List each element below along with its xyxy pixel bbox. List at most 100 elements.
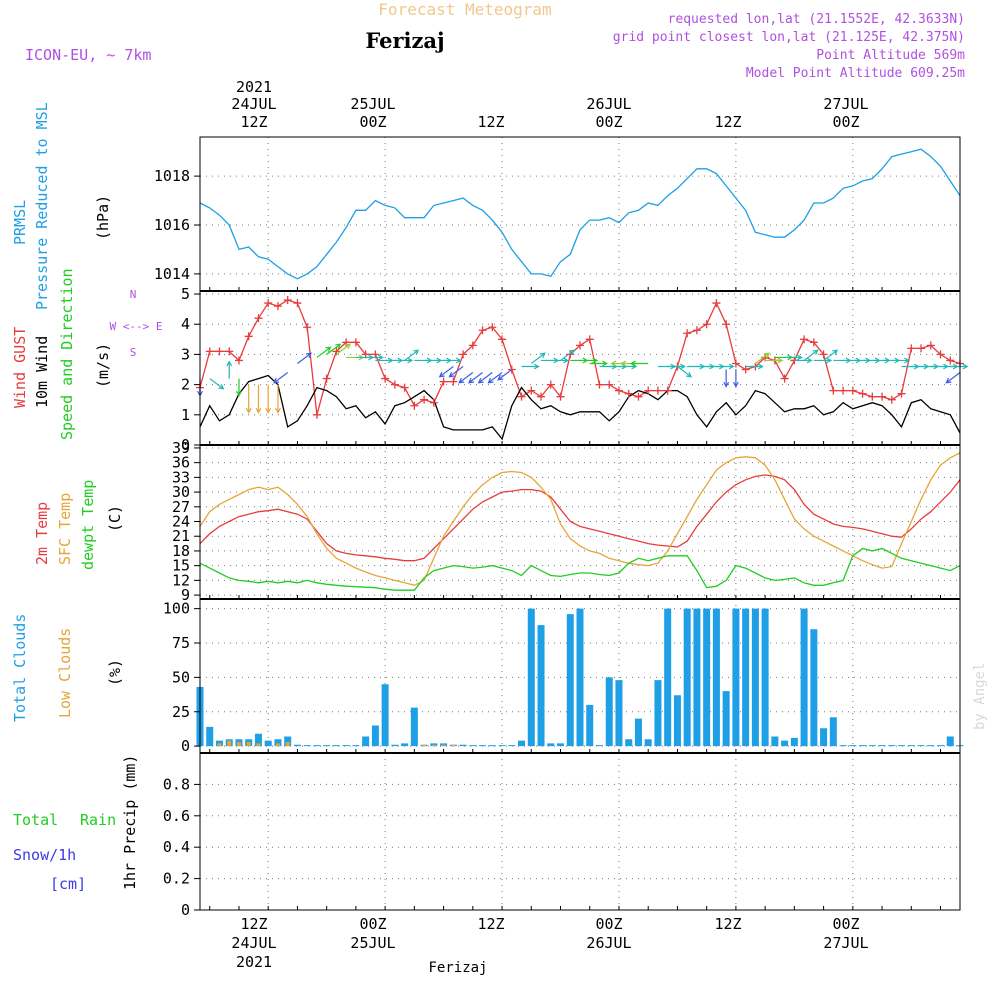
low-cloud-bar [275,743,280,747]
cloud-bar [868,745,876,747]
cloud-bar [323,745,331,747]
precip-ylabel: 1hr Precip (mm) [121,755,139,890]
top-label-day: 24JUL [231,95,276,113]
gust-marker [605,380,614,389]
cloud-bar [742,608,750,747]
requested-coords: requested lon,lat (21.1552E, 42.3633N) [668,12,965,27]
cloud-bar [810,629,818,747]
cloud-bar [303,745,311,747]
wind-label-gust: Wind GUST [11,327,29,408]
gust-marker [663,386,672,395]
cloud-bar [274,739,282,747]
cloud-bar [615,680,623,747]
cloud-bar [849,745,857,747]
y-tick-label: 1014 [154,265,190,283]
2m-temp-line [199,474,961,562]
pressure-label-prmsl: PRMSL [11,200,29,245]
y-tick-label: 2 [181,376,190,394]
cloud-bar [927,745,935,747]
cloud-bar [557,743,565,747]
cloud-bar [566,614,574,747]
y-tick-label: 1016 [154,216,190,234]
credit-watermark: by Angel [972,663,988,730]
wind-vector [550,357,570,364]
gust-marker [507,365,516,374]
cloud-panel-labels: Total Clouds Low Clouds (%) [11,614,124,722]
wind-vector [891,357,911,364]
wind-vector [794,357,813,364]
wind-vector [297,352,313,364]
cloud-bar [946,736,954,747]
cloud-bar [401,743,409,747]
gust-marker [322,374,331,383]
low-cloud-bar [441,744,446,747]
gust-marker [225,347,234,356]
bottom-label-day: 26JUL [586,934,631,952]
sfc-temp-line [199,452,961,586]
low-cloud-bar [246,742,251,747]
wind-vector [732,369,739,388]
gust-marker [614,386,623,395]
compass-we: W <--> E [110,320,163,333]
cloud-ylabel: (%) [106,659,124,686]
wind-vector [458,372,474,384]
pressure-panel-frame [199,136,961,292]
cloud-bar [459,744,467,747]
gust-marker [498,335,507,344]
y-tick-label: 0.4 [163,838,190,856]
grid-point-coords: grid point closest lon,lat (21.125E, 42.… [613,30,965,45]
cloud-bar [284,736,292,747]
gust-marker [517,392,526,401]
cloud-bar [878,745,886,747]
y-tick-label: 1 [181,406,190,424]
cloud-bar [537,625,545,747]
point-altitude: Point Altitude 569m [816,48,965,63]
wind-vector [236,378,242,397]
gust-marker [429,398,438,407]
cloud-bar [332,745,340,747]
wind-vector [467,372,483,384]
cloud-bar [732,608,740,747]
top-label-hour: 12Z [714,113,741,131]
gust-marker [858,389,867,398]
low-cloud-bar [431,744,436,747]
y-tick-label: 0 [181,436,190,454]
gust-marker [381,374,390,383]
cloud-bar [625,739,633,747]
cloud-bar [313,745,321,747]
wind-vector [629,360,649,367]
gust-marker [312,410,321,419]
pressure-ylabel: (hPa) [94,195,112,240]
cloud-bar [790,737,798,747]
grid-layer [200,137,960,911]
y-tick-label: 100 [163,600,190,618]
wind-vector [448,366,464,378]
cloud-bar [469,745,477,747]
gust-marker [205,347,214,356]
wind-vector [784,354,803,361]
cloud-bar [527,608,535,747]
cloud-bar [488,745,496,747]
bottom-label-day: 25JUL [350,934,395,952]
wind-vector [336,343,352,355]
cloud-bar [761,608,769,747]
low-cloud-bar [217,743,222,747]
top-label-hour: 00Z [832,113,859,131]
gust-marker [468,341,477,350]
lines-layer [199,148,961,591]
bottom-label-day: 27JUL [823,934,868,952]
gust-marker [722,320,731,329]
gust-marker [741,365,750,374]
cloud-bar [264,740,272,747]
y-tick-label: 0.2 [163,870,190,888]
cloud-bar [839,745,847,747]
cloud-bar [206,726,214,747]
cloud-bar [586,704,594,747]
wind-vector [265,384,272,414]
temp-label-sfc: SFC Temp [56,493,74,565]
bottom-label-hour: 00Z [832,915,859,933]
y-tick-label: 30 [172,483,190,501]
cloud-bar [293,744,301,747]
pressure-label-msl: Pressure Reduced to MSL [33,102,51,310]
bottom-label-hour: 12Z [477,915,504,933]
